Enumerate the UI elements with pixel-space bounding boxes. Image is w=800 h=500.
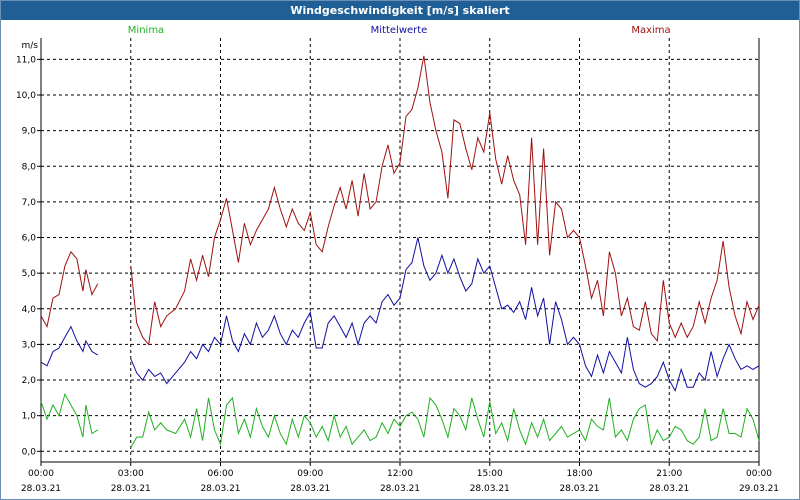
y-tick-label: 7,0 (22, 198, 37, 208)
x-tick-time: 15:00 (477, 469, 503, 479)
x-tick-time: 09:00 (297, 469, 323, 479)
legend-maxima: Maxima (631, 25, 670, 36)
y-tick-label: 8,0 (22, 162, 37, 172)
y-tick-label: 6,0 (22, 234, 37, 244)
y-tick-label: 3,0 (22, 340, 37, 350)
x-tick-date: 28.03.21 (21, 484, 61, 494)
x-tick-time: 06:00 (208, 469, 234, 479)
series-line-minima (40, 392, 99, 438)
x-tick-date: 28.03.21 (290, 484, 330, 494)
y-axis-label: m/s (22, 41, 39, 51)
x-tick-time: 00:00 (28, 469, 54, 479)
series-line-maxima (40, 250, 99, 329)
y-tick-label: 10,0 (16, 91, 36, 101)
x-tick-date: 28.03.21 (380, 484, 420, 494)
y-tick-label: 9,0 (22, 127, 37, 137)
x-tick-date: 29.03.21 (739, 484, 779, 494)
x-tick-date: 28.03.21 (470, 484, 510, 494)
y-tick-label: 11,0 (16, 55, 36, 65)
x-tick-time: 03:00 (118, 469, 144, 479)
x-tick-date: 28.03.21 (559, 484, 599, 494)
y-tick-label: 1,0 (22, 412, 37, 422)
legend-minima: Minima (128, 25, 164, 36)
series-line-maxima (130, 55, 760, 346)
x-tick-date: 28.03.21 (111, 484, 151, 494)
y-tick-label: 2,0 (22, 376, 37, 386)
series-line-minima (130, 396, 760, 448)
y-tick-label: 0,0 (22, 447, 37, 457)
y-tick-label: 5,0 (22, 269, 37, 279)
y-tick-label: 4,0 (22, 305, 37, 315)
x-tick-time: 12:00 (387, 469, 413, 479)
x-tick-time: 18:00 (567, 469, 593, 479)
x-tick-date: 28.03.21 (200, 484, 240, 494)
x-tick-time: 21:00 (656, 469, 682, 479)
wind-speed-chart: m/s 0,0 1,0 2,0 3,0 4,0 5,0 6,0 7,0 8,0 9,0 10,0 11,… (16, 25, 779, 494)
x-tick-time: 00:00 (746, 469, 772, 479)
series-line-mittelwerte (130, 237, 760, 393)
window-title: Windgeschwindigkeit [m/s] skaliert (1, 1, 799, 20)
x-tick-date: 28.03.21 (649, 484, 689, 494)
legend-mittelwerte: Mittelwerte (371, 25, 428, 36)
series-line-mittelwerte (40, 325, 99, 367)
